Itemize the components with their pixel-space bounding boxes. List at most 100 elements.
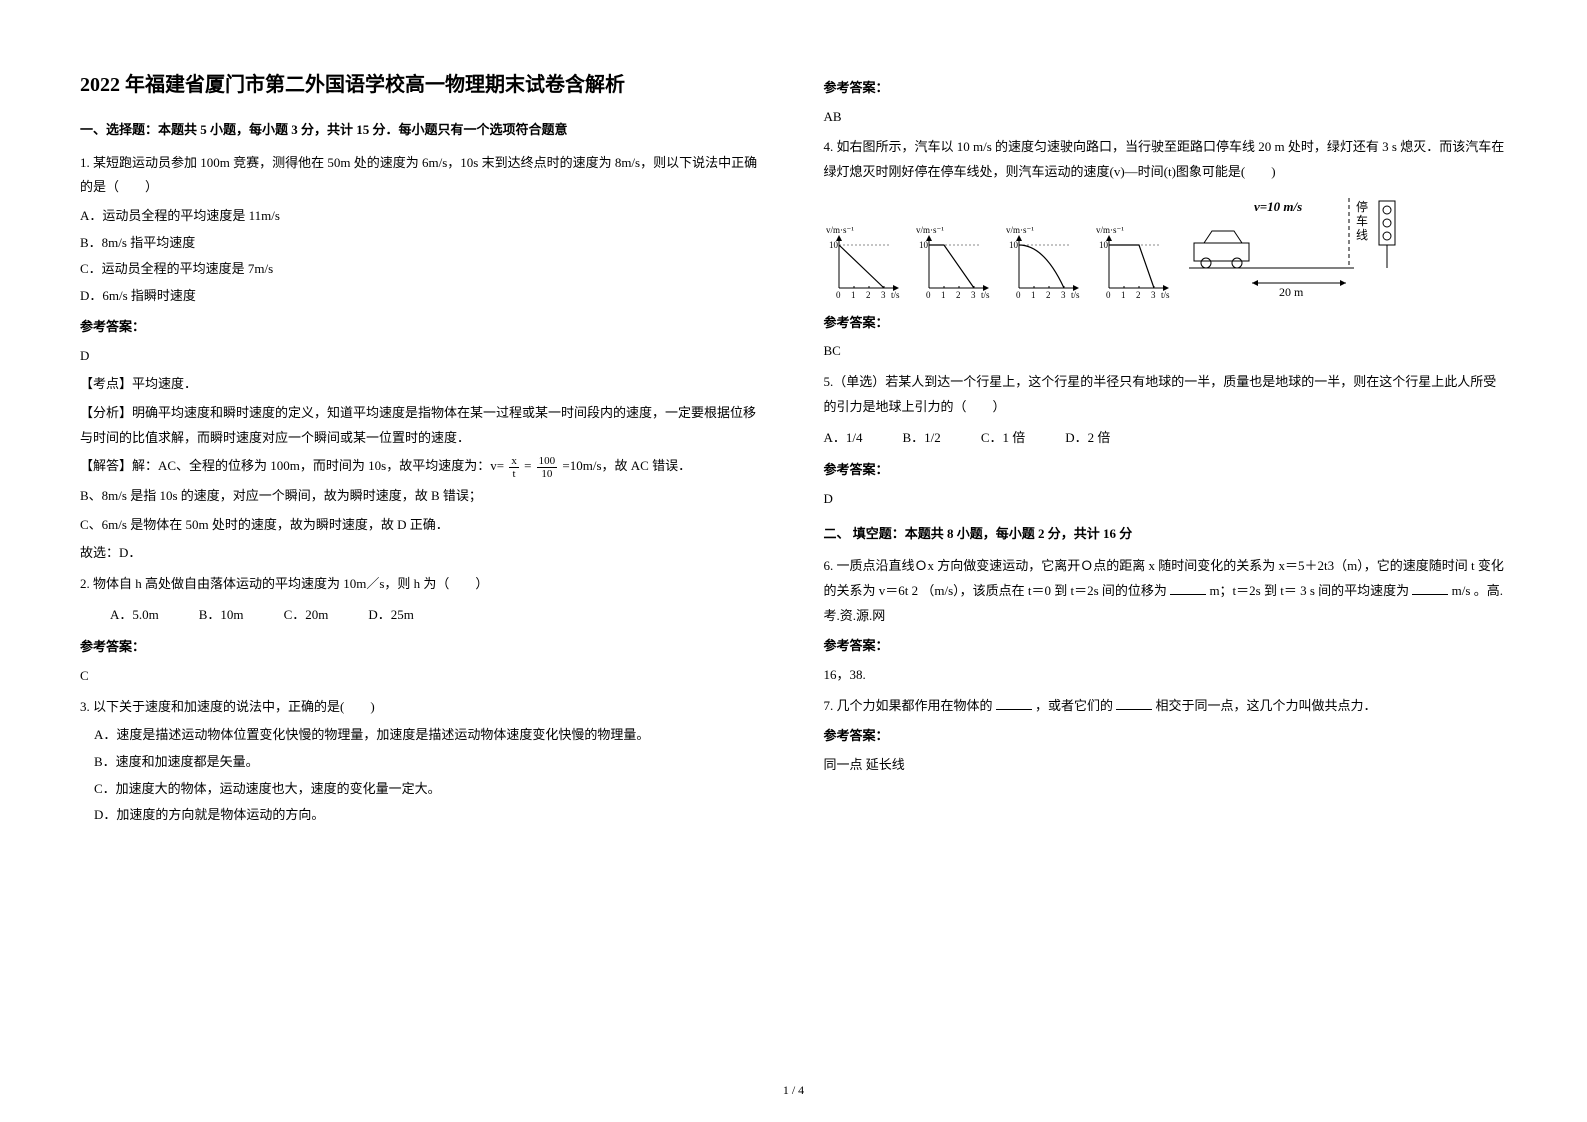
q3-answer: AB [824,105,1508,130]
svg-text:2: 2 [866,290,871,300]
q4-figure-row: v/m·s⁻¹ 10 0 1 2 3 t/s A v/m·s⁻ [824,193,1508,303]
q3-option-b: B．速度和加速度都是矢量。 [80,750,764,775]
svg-text:v/m·s⁻¹: v/m·s⁻¹ [1096,225,1124,235]
q1-jieda-line1: 【解答】解：AC、全程的位移为 100m，而时间为 10s，故平均速度为：v= … [80,454,764,480]
svg-text:2: 2 [1046,290,1051,300]
svg-text:t/s: t/s [981,290,990,300]
svg-text:2: 2 [956,290,961,300]
q1-option-b: B．8m/s 指平均速度 [80,231,764,256]
q2-option-c: C．20m [284,603,329,628]
q3-option-d: D．加速度的方向就是物体运动的方向。 [80,803,764,828]
svg-text:10: 10 [1009,240,1019,250]
q5-answer: D [824,487,1508,512]
q7-answer: 同一点 延长线 [824,753,1508,778]
q1-answer: D [80,344,764,369]
v-label: v=10 m/s [1254,199,1302,214]
q5-option-d: D．2 倍 [1065,426,1110,451]
ylabel: v/m·s⁻¹ [826,225,854,235]
q7-answer-label: 参考答案： [824,724,1508,749]
q1-jieda-pre: 【解答】解：AC、全程的位移为 100m，而时间为 10s，故平均速度为：v= [80,458,504,473]
blank [1412,582,1448,595]
svg-text:3: 3 [881,290,886,300]
frac-num: x [509,455,519,468]
q1-jieda-post: =10m/s，故 AC 错误． [562,458,691,473]
q1-kaodian: 【考点】平均速度． [80,372,764,397]
svg-text:D: D [1130,302,1138,303]
xlabel: t/s [891,290,900,300]
q6-stem: 6. 一质点沿直线Ｏx 方向做变速运动，它离开Ｏ点的距离 x 随时间变化的关系为… [824,554,1508,628]
q2-answer: C [80,664,764,689]
svg-text:C: C [1040,302,1048,303]
chart-a: v/m·s⁻¹ 10 0 1 2 3 t/s A [824,223,904,303]
q4-answer-label: 参考答案： [824,311,1508,336]
q7-stem-a: 7. 几个力如果都作用在物体的 [824,698,993,713]
svg-text:0: 0 [1016,290,1021,300]
svg-text:0: 0 [1106,290,1111,300]
dist-label: 20 m [1279,285,1304,299]
fraction-100-over-10: 100 10 [537,455,558,480]
blank [1170,582,1206,595]
chart-b: v/m·s⁻¹ 10 0 1 2 3 t/s B [914,223,994,303]
svg-text:t/s: t/s [1161,290,1170,300]
q3-option-c: C．加速度大的物体，运动速度也大，速度的变化量一定大。 [80,777,764,802]
q5-option-b: B．1/2 [903,426,941,451]
q6-answer-label: 参考答案： [824,634,1508,659]
right-column: 参考答案： AB 4. 如右图所示，汽车以 10 m/s 的速度匀速驶向路口，当… [824,70,1508,1092]
q1-stem: 1. 某短跑运动员参加 100m 竞赛，测得他在 50m 处的速度为 6m/s，… [80,151,764,200]
section2-heading: 二、 填空题：本题共 8 小题，每小题 2 分，共计 16 分 [824,522,1508,547]
q3-stem: 3. 以下关于速度和加速度的说法中，正确的是( ) [80,695,764,720]
q7-stem-c: 相交于同一点，这几个力叫做共点力． [1156,698,1377,713]
q2-option-d: D．25m [368,603,414,628]
q2-option-a: A．5.0m [110,603,159,628]
svg-text:2: 2 [1136,290,1141,300]
section1-heading: 一、选择题：本题共 5 小题，每小题 3 分，共计 15 分．每小题只有一个选项… [80,118,764,143]
q7-stem-b: ，或者它们的 [1035,698,1113,713]
frac-den: t [509,468,519,480]
q4-stem: 4. 如右图所示，汽车以 10 m/s 的速度匀速驶向路口，当行驶至距路口停车线… [824,135,1508,184]
svg-text:1: 1 [1031,290,1036,300]
chart-label: A [860,302,868,303]
left-column: 2022 年福建省厦门市第二外国语学校高一物理期末试卷含解析 一、选择题：本题共… [80,70,764,1092]
q1-jieda-c: C、6m/s 是物体在 50m 处时的速度，故为瞬时速度，故 D 正确． [80,513,764,538]
svg-text:10: 10 [1099,240,1109,250]
q2-answer-label: 参考答案： [80,635,764,660]
q1-jieda-b: B、8m/s 是指 10s 的速度，对应一个瞬间，故为瞬时速度，故 B 错误； [80,484,764,509]
q1-answer-label: 参考答案： [80,315,764,340]
svg-text:0: 0 [926,290,931,300]
svg-text:3: 3 [971,290,976,300]
svg-text:3: 3 [1151,290,1156,300]
svg-text:1: 1 [851,290,856,300]
svg-text:B: B [950,302,958,303]
svg-text:车: 车 [1356,213,1368,228]
q7-stem: 7. 几个力如果都作用在物体的 ，或者它们的 相交于同一点，这几个力叫做共点力． [824,694,1508,719]
svg-text:v/m·s⁻¹: v/m·s⁻¹ [1006,225,1034,235]
q5-option-c: C．1 倍 [981,426,1025,451]
svg-text:10: 10 [919,240,929,250]
doc-title: 2022 年福建省厦门市第二外国语学校高一物理期末试卷含解析 [80,70,764,100]
svg-text:0: 0 [836,290,841,300]
q4-answer: BC [824,339,1508,364]
svg-text:1: 1 [1121,290,1126,300]
q6-answer: 16，38. [824,663,1508,688]
svg-text:1: 1 [941,290,946,300]
fraction-x-over-t: x t [509,455,519,480]
q1-fenxi: 【分析】明确平均速度和瞬时速度的定义，知道平均速度是指物体在某一过程或某一时间段… [80,401,764,450]
svg-text:线: 线 [1356,228,1368,242]
q3-answer-label: 参考答案： [824,76,1508,101]
q2-stem: 2. 物体自 h 高处做自由落体运动的平均速度为 10m／s，则 h 为（ ） [80,572,764,597]
chart-c: v/m·s⁻¹ 10 0 1 2 3 t/s C [1004,223,1084,303]
blank [996,697,1032,710]
q1-jieda-sel: 故选：D． [80,541,764,566]
q1-option-a: A．运动员全程的平均速度是 11m/s [80,204,764,229]
svg-text:v/m·s⁻¹: v/m·s⁻¹ [916,225,944,235]
svg-text:3: 3 [1061,290,1066,300]
q1-option-c: C．运动员全程的平均速度是 7m/s [80,257,764,282]
q2-option-b: B．10m [199,603,244,628]
frac-den: 10 [537,468,558,480]
blank [1116,697,1152,710]
svg-text:停: 停 [1356,199,1368,214]
svg-text:10: 10 [829,240,839,250]
chart-d: v/m·s⁻¹ 10 0 1 2 3 t/s D [1094,223,1174,303]
q3-option-a: A．速度是描述运动物体位置变化快慢的物理量，加速度是描述运动物体速度变化快慢的物… [80,723,764,748]
svg-text:t/s: t/s [1071,290,1080,300]
